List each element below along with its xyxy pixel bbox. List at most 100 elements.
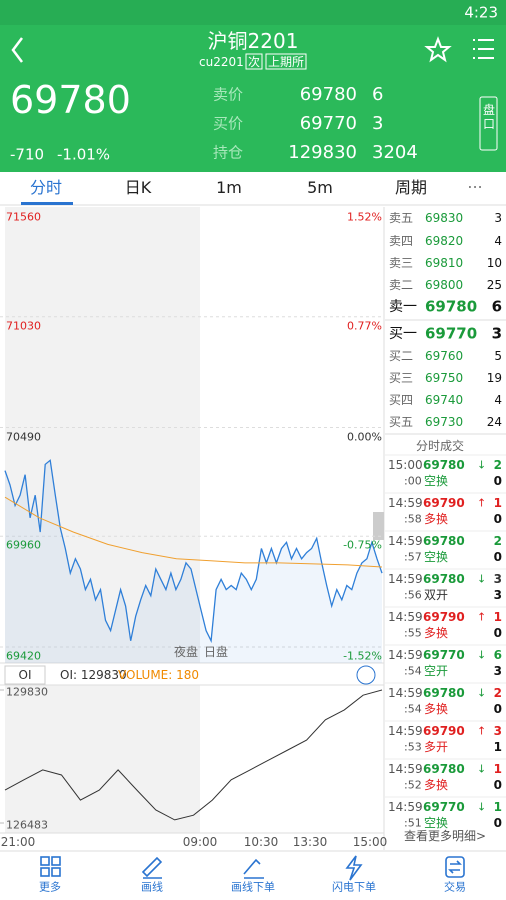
trade-price: 69780: [423, 534, 465, 548]
trade-time: 14:59: [388, 496, 423, 510]
footer-button[interactable]: 画线: [141, 880, 163, 894]
trade-price: 69780: [423, 686, 465, 700]
book-volume: 3: [491, 324, 502, 343]
tab[interactable]: 1m: [216, 178, 242, 197]
footer-button[interactable]: 闪电下单: [332, 880, 376, 894]
book-label: 卖五: [389, 211, 414, 225]
trade-qty: 3: [493, 572, 502, 586]
trade-oi-change: 1: [493, 740, 502, 754]
trade-oi-change: 3: [493, 588, 502, 602]
panel-button[interactable]: [479, 96, 498, 151]
y-tick-label: 69960: [6, 538, 41, 552]
tab[interactable]: 5m: [307, 178, 333, 197]
back-button[interactable]: [11, 37, 23, 63]
footer-button[interactable]: 交易: [444, 880, 466, 894]
trade-second: :54: [404, 664, 422, 678]
book-label: 卖二: [389, 278, 414, 292]
trade-time: 14:59: [388, 610, 423, 624]
more-trades-link[interactable]: 查看更多明细>: [404, 829, 487, 843]
trade-arrow: ↑: [477, 496, 487, 510]
trade-second: :52: [404, 778, 422, 792]
trade-type: 多换: [424, 512, 449, 526]
trade-qty: 2: [493, 686, 502, 700]
trade-type: 空换: [424, 474, 449, 488]
trade-qty: 1: [493, 800, 502, 814]
oi-label: OI: 129830: [60, 668, 127, 682]
trade-second: :54: [404, 702, 422, 716]
book-price: 69810: [425, 256, 464, 270]
y-tick-label: 71030: [6, 319, 41, 333]
tab[interactable]: 周期: [394, 178, 428, 197]
instrument-title: 沪铜2201: [207, 29, 299, 53]
trade-arrow: ↓: [477, 648, 487, 662]
side-handle[interactable]: [373, 512, 384, 540]
trade-type: 空换: [424, 816, 449, 830]
quote-label: 卖价: [213, 85, 244, 104]
trade-second: :53: [404, 740, 422, 754]
x-tick-label: 21:00: [0, 835, 36, 849]
trade-time: 14:59: [388, 800, 423, 814]
trade-time: 14:59: [388, 648, 423, 662]
trade-price: 69770: [423, 648, 465, 662]
book-volume: 10: [486, 256, 502, 270]
quote-volume: 6: [372, 84, 384, 105]
trade-price: 69780: [423, 572, 465, 586]
trade-second: :56: [404, 588, 422, 602]
trade-qty: 2: [493, 458, 502, 472]
trades-title: 分时成交: [416, 439, 465, 453]
y-tick-label: 71560: [6, 210, 41, 224]
oi-line: [4, 689, 383, 821]
book-price: 69830: [425, 211, 464, 225]
book-label: 卖一: [389, 299, 417, 315]
book-label: 买四: [389, 393, 414, 407]
trade-second: :00: [404, 474, 422, 488]
tab[interactable]: 日K: [124, 178, 152, 197]
pct-tick-label: -0.75%: [343, 538, 382, 552]
panel-button-label[interactable]: 盘口: [483, 103, 496, 131]
trade-type: 多换: [424, 702, 449, 716]
trade-arrow: ↓: [477, 686, 487, 700]
y-tick-label: 69420: [6, 649, 41, 663]
footer-icons: [40, 855, 465, 881]
tab[interactable]: 分时: [29, 178, 63, 197]
book-volume: 6: [491, 297, 502, 316]
status-time: 4:23: [464, 3, 498, 22]
session-label: 日盘: [203, 645, 229, 659]
price-area: [5, 460, 382, 663]
trade-type: 空开: [424, 664, 449, 678]
instrument-code: cu2201: [199, 55, 244, 69]
book-price: 69800: [425, 278, 464, 292]
last-price: 69780: [10, 78, 131, 122]
trade-type: 多开: [424, 740, 449, 754]
quote-value: 129830: [288, 142, 357, 163]
footer-button[interactable]: 画线下单: [231, 880, 275, 894]
book-volume: 4: [494, 234, 502, 248]
favorite-button[interactable]: [424, 36, 452, 63]
footer-button[interactable]: 更多: [39, 880, 61, 894]
menu-button[interactable]: [473, 39, 494, 59]
trade-oi-change: 0: [493, 778, 502, 792]
trade-type: 多换: [424, 778, 449, 792]
book-price: 69760: [425, 349, 464, 363]
tab-indicator: [21, 202, 73, 205]
trade-qty: 3: [493, 724, 502, 738]
book-label: 买五: [389, 415, 414, 429]
price-change: -710: [10, 145, 45, 164]
trade-oi-change: 3: [493, 664, 502, 678]
oi-tab[interactable]: [4, 665, 46, 685]
x-tick-label: 15:00: [352, 835, 388, 849]
trade-time: 14:59: [388, 572, 423, 586]
pct-tick-label: 0.77%: [347, 319, 382, 333]
trade-second: :51: [404, 816, 422, 830]
expand-button[interactable]: [356, 665, 376, 685]
book-label: 卖四: [389, 234, 414, 248]
trade-price: 69790: [423, 724, 465, 738]
status-bar: [0, 0, 506, 25]
trade-qty: 2: [493, 534, 502, 548]
trade-price: 69770: [423, 800, 465, 814]
trade-price: 69780: [423, 458, 465, 472]
trade-price: 69790: [423, 610, 465, 624]
volume-label: VOLUME: 180: [118, 668, 200, 682]
